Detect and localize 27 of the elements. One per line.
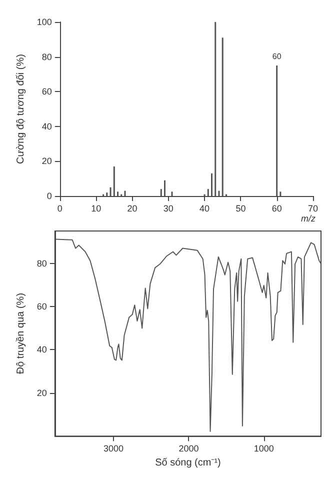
y-tick-label: 40 [36,344,47,355]
x-tick-label: 40 [200,204,210,214]
y-axis-title: Cường độ tương đối (%) [16,54,26,164]
line-series [54,238,322,432]
y-tick-label: 20 [36,388,47,398]
y-tick-label: 40 [42,121,52,132]
y-tick-label: 60 [42,86,52,97]
x-tick-label: 50 [236,204,246,214]
y-tick-label: 100 [36,17,52,27]
y-tick-label: 20 [42,156,52,166]
x-tick-label: 0 [57,204,62,214]
x-tick-label: 2000 [178,444,199,454]
x-tick-label: 70 [308,204,318,214]
y-tick-label: 0 [46,191,52,201]
x-tick-label: 3000 [104,444,124,454]
x-tick-label: 1000 [254,444,274,454]
x-axis-title: m/z [301,214,316,224]
x-tick-label: 10 [91,204,102,214]
y-tick-label: 80 [36,258,47,268]
x-axis-title: Số sóng (cm⁻¹) [155,458,221,468]
x-tick-label: 30 [163,204,174,214]
y-axis-title: Độ truyền qua (%) [16,292,26,374]
y-tick-label: 60 [36,302,47,312]
annotation: 60 [272,52,282,61]
y-tick-label: 80 [42,52,52,62]
x-tick-label: 60 [272,204,282,214]
x-tick-label: 20 [127,204,138,214]
